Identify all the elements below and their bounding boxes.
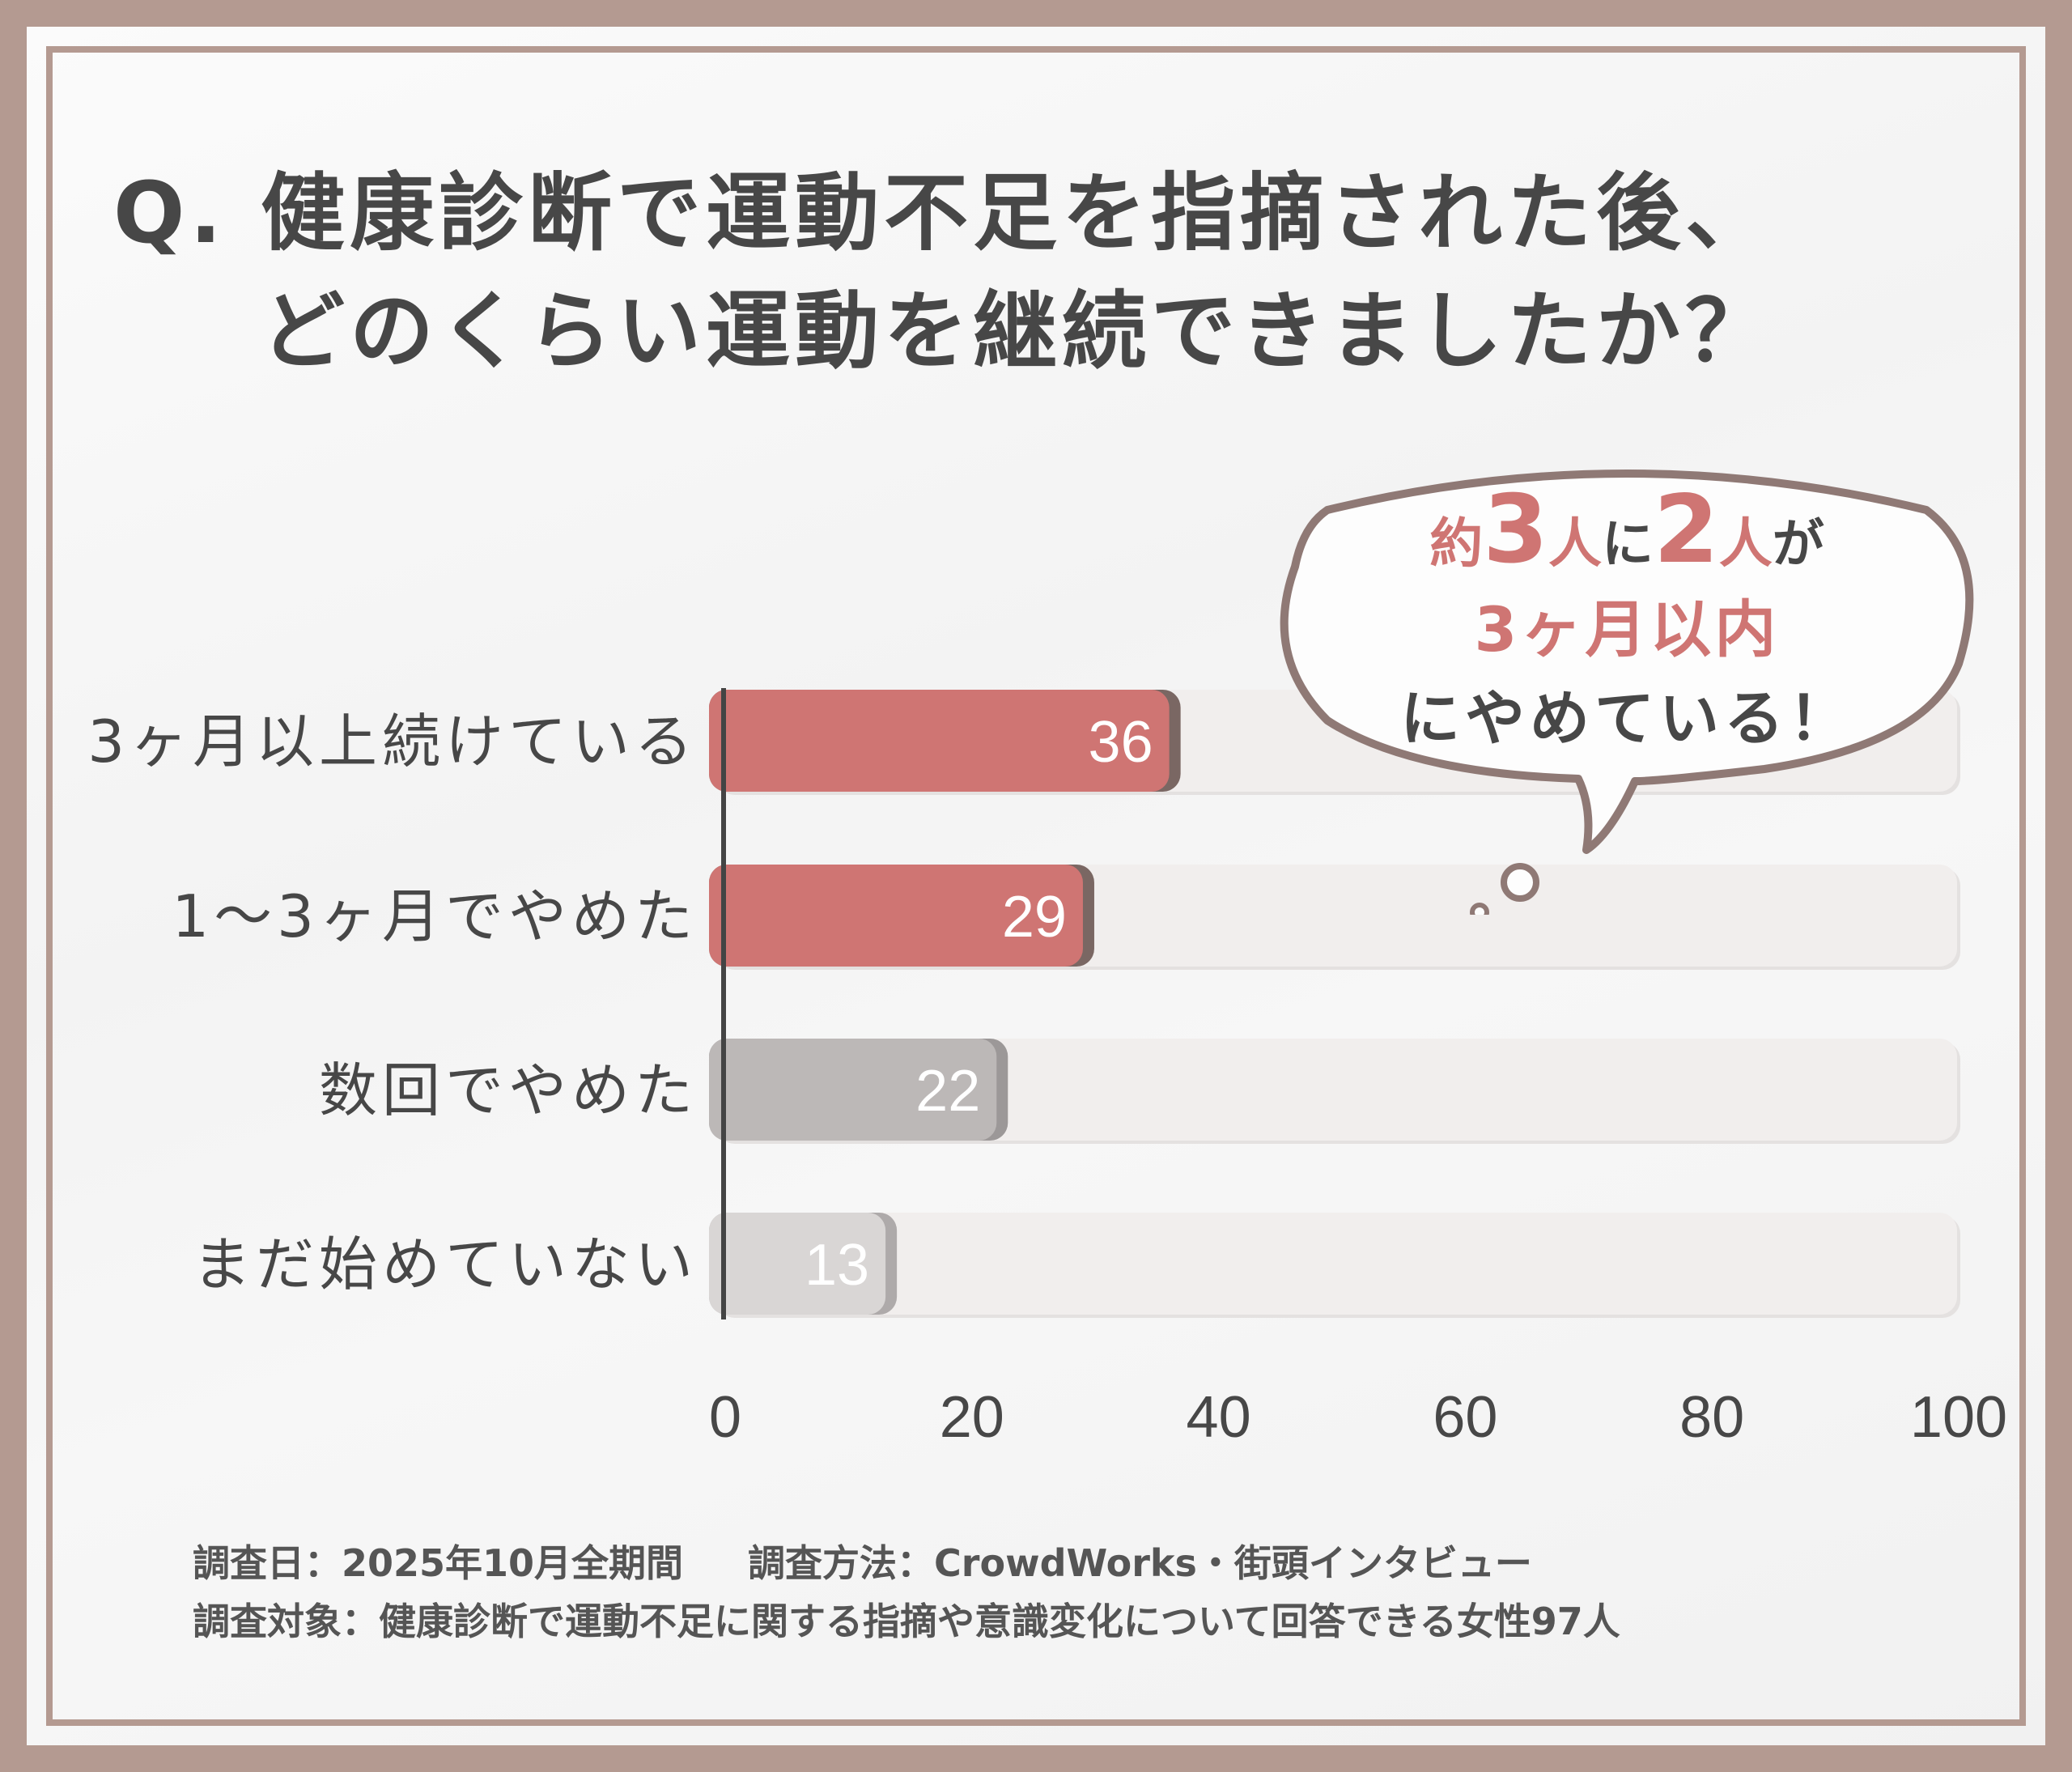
- callout-line-3: にやめている！: [1400, 684, 1853, 754]
- bar-track: [717, 1213, 1957, 1315]
- x-tick-label: 40: [1187, 1385, 1251, 1450]
- callout-part2: 人: [1548, 512, 1602, 575]
- bar-value-label: 29: [1002, 885, 1067, 950]
- x-tick-label: 60: [1433, 1385, 1497, 1450]
- bar-track: [717, 1039, 1957, 1141]
- callout-num2: 2: [1654, 475, 1719, 584]
- title-line-1: Q. 健康診断で運動不足を指摘された後、: [113, 164, 1775, 262]
- survey-footer: 調査日：2025年10月全期間 調査方法：CrowdWorks・街頭インタビュー …: [193, 1534, 1973, 1651]
- bar-value-label: 13: [805, 1233, 869, 1298]
- bar: [709, 865, 1083, 967]
- x-tick-label: 100: [1910, 1385, 2007, 1450]
- footer-row-1: 調査日：2025年10月全期間 調査方法：CrowdWorks・街頭インタビュー: [193, 1534, 1973, 1592]
- callout-part3: に: [1602, 515, 1654, 575]
- bar-value-label: 36: [1089, 710, 1153, 775]
- bar: [709, 690, 1170, 792]
- bar: [709, 1213, 886, 1315]
- category-label: まだ始めていない: [193, 1230, 698, 1298]
- callout-line-1: 約3人に2人が: [1279, 483, 1975, 589]
- category-label: 1〜3ヶ月でやめた: [172, 882, 698, 950]
- inner-frame: [46, 46, 2026, 1726]
- callout-part5: が: [1772, 515, 1824, 575]
- callout-part4: 人: [1718, 512, 1773, 575]
- category-label: 3ヶ月以上続けている: [87, 708, 698, 776]
- callout-num1: 3: [1483, 475, 1548, 584]
- x-tick-label: 80: [1679, 1385, 1744, 1450]
- speech-bubble-shape: [1280, 470, 1974, 915]
- chart-title: Q. 健康診断で運動不足を指摘された後、 どのくらい運動を継続できましたか？: [113, 154, 1975, 390]
- category-label: 数回でやめた: [319, 1056, 698, 1124]
- callout-part1: 約: [1429, 512, 1484, 575]
- x-tick-label: 20: [940, 1385, 1004, 1450]
- speech-bubble-callout: 約3人に2人が 3ヶ月以内 にやめている！: [1279, 461, 1975, 915]
- x-tick-label: 0: [709, 1385, 741, 1450]
- survey-target: 調査対象：健康診断で運動不足に関する指摘や意識変化について回答できる女性97人: [193, 1600, 1620, 1643]
- survey-method: 調査方法：CrowdWorks・街頭インタビュー: [748, 1541, 1532, 1585]
- bar: [709, 1039, 997, 1141]
- callout-text: 約3人に2人が 3ヶ月以内 にやめている！: [1279, 483, 1975, 767]
- survey-date: 調査日：2025年10月全期間: [193, 1541, 684, 1585]
- bar-value-label: 22: [915, 1059, 980, 1124]
- callout-line-2: 3ヶ月以内: [1474, 593, 1780, 665]
- title-line-2: どのくらい運動を継続できましたか？: [261, 282, 1775, 380]
